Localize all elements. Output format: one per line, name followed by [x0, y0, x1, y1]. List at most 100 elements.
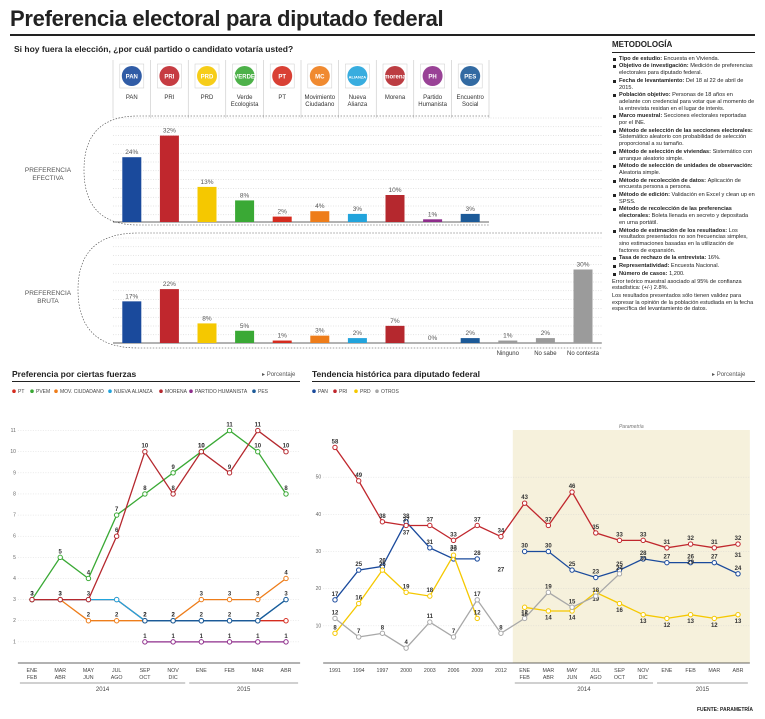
- legend-label: PES: [258, 389, 269, 395]
- party-name: PRI: [164, 95, 174, 101]
- bar-efectiva: [272, 216, 292, 222]
- data-point: [640, 537, 646, 544]
- x-tick-label: ABR: [733, 668, 744, 674]
- category-name: Ninguno: [497, 351, 520, 357]
- data-label: 11: [255, 423, 262, 429]
- data-point: [593, 589, 599, 596]
- series-mov-ciudadano: 3 3 2 2 2 2 3 3 3 4: [29, 570, 289, 624]
- party-name: Humanista: [418, 102, 447, 108]
- data-label: 15: [569, 599, 576, 605]
- x-tick-label: 2009: [471, 668, 483, 674]
- x-tick-label: FEB: [685, 668, 696, 674]
- data-label: 1: [143, 634, 147, 640]
- data-label: 10: [283, 444, 290, 450]
- data-label: 32: [687, 536, 694, 542]
- series-line: [32, 577, 287, 622]
- data-point: [427, 593, 433, 599]
- bar-label-bruta: 8%: [202, 315, 212, 322]
- methodology-item-label: Población objetivo:: [619, 92, 673, 99]
- x-tick-label: MAY: [567, 668, 579, 674]
- data-point: [255, 618, 261, 624]
- data-point: [545, 608, 552, 614]
- y-tick-label: 30: [316, 549, 322, 555]
- party-logo-mark: [460, 66, 481, 86]
- data-point: [427, 619, 433, 625]
- data-label: 1: [200, 634, 204, 640]
- x-tick-label: OCT: [614, 675, 626, 681]
- data-label: 38: [379, 514, 386, 520]
- data-label: 31: [711, 540, 718, 546]
- data-label: 4: [404, 640, 408, 646]
- party-logo-5: PT: [269, 63, 295, 89]
- data-label: 9: [171, 465, 175, 471]
- data-label: 25: [569, 562, 576, 568]
- data-point: [142, 448, 148, 455]
- data-point: [283, 596, 289, 603]
- party-logo-text: MC: [315, 75, 325, 81]
- x-tick-label: JUL: [112, 668, 121, 674]
- data-point: [283, 596, 289, 603]
- methodology-item: Método de estimación de los resultados: …: [612, 228, 755, 255]
- data-point: [255, 448, 261, 455]
- survey-question: Si hoy fuera la elección, ¿por cuál part…: [14, 44, 294, 54]
- data-point: [569, 567, 575, 573]
- data-label: 29: [687, 560, 694, 566]
- methodology-list: Tipo de estudio: Encuesta en Vivienda. Ob…: [612, 56, 755, 278]
- party-name: Movimiento: [304, 95, 335, 101]
- bar-bruta: [385, 325, 405, 343]
- party-logo-text: morena: [384, 75, 406, 81]
- data-label: 37: [474, 517, 481, 523]
- data-point: [226, 618, 233, 624]
- party-logo-mark: [159, 66, 180, 86]
- data-label: 30: [545, 544, 552, 550]
- data-point: [29, 596, 35, 603]
- data-label: 31: [664, 540, 671, 546]
- x-tick-label: JUL: [591, 668, 600, 674]
- x-tick-label: 2000: [400, 668, 412, 674]
- bar-label-bruta: 17%: [125, 293, 138, 300]
- y-tick-label: 10: [10, 449, 16, 455]
- data-point: [198, 448, 205, 455]
- data-point: [170, 618, 176, 624]
- data-point: [255, 639, 261, 645]
- methodology-item-label: Marco muestral:: [619, 113, 664, 120]
- data-label: 3: [256, 592, 260, 598]
- data-point: [403, 522, 409, 529]
- data-point: [640, 556, 646, 562]
- data-label: 8: [381, 625, 385, 631]
- party-name: Ecologista: [231, 102, 259, 108]
- x-tick-label: AGO: [590, 675, 602, 681]
- bar-label-bruta: 7%: [390, 318, 400, 325]
- x-tick-label: ABR: [55, 675, 66, 681]
- data-point: [142, 618, 148, 624]
- data-point: [113, 512, 120, 518]
- data-point: [569, 608, 575, 614]
- party-logo-text: PT: [278, 75, 286, 81]
- legend-item-pan: PAN: [312, 389, 328, 395]
- data-label: 8: [284, 486, 288, 492]
- data-point: [498, 533, 504, 540]
- data-label: 32: [735, 536, 742, 542]
- methodology-item-label: Método de selección de las secciones ele…: [619, 127, 753, 134]
- right-chart-unit: ▸ Porcentaje: [712, 372, 746, 378]
- data-point: [664, 545, 670, 551]
- data-label: 3: [200, 592, 204, 598]
- methodology-item: Objetivo de investigación: Medición de p…: [612, 63, 755, 76]
- data-label: 9: [228, 465, 232, 471]
- bar-efectiva: [460, 213, 480, 222]
- data-label: 31: [735, 553, 742, 559]
- data-point: [664, 559, 670, 566]
- methodology-item-label: Tipo de estudio:: [619, 55, 664, 62]
- data-label: 30: [640, 557, 647, 563]
- data-point: [283, 618, 289, 624]
- data-point: [142, 491, 148, 497]
- series-line: [31, 429, 287, 600]
- data-point: [283, 575, 289, 582]
- y-tick-label: 40: [316, 512, 322, 518]
- data-label: 12: [332, 610, 339, 616]
- data-point: [474, 615, 480, 622]
- legend-item-pes: PES: [252, 389, 269, 395]
- party-logo-mark: [347, 66, 368, 86]
- party-name: Partido: [423, 95, 443, 101]
- methodology-item-text: Aleatoria simple.: [619, 169, 661, 176]
